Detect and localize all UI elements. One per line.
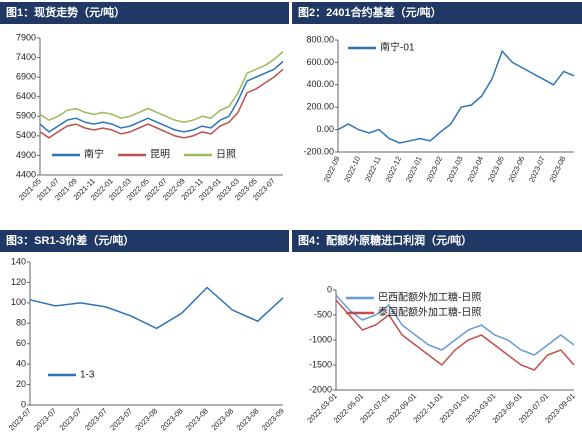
series-line xyxy=(39,51,284,123)
title-bar xyxy=(0,230,289,252)
title-bar xyxy=(292,230,582,252)
y-tick-label: 140 xyxy=(11,256,26,266)
y-tick-label: -2000 xyxy=(309,384,332,394)
series-line xyxy=(335,299,575,371)
x-tick-label: 2023-08 xyxy=(235,406,261,432)
x-tick-label: 2023-07 xyxy=(83,406,109,432)
title-bar xyxy=(0,2,289,24)
x-tick-label: 2023-01 xyxy=(404,155,424,184)
x-tick-label: 2023-07 xyxy=(32,406,58,432)
series-line xyxy=(29,286,284,330)
y-tick-label: 200.00 xyxy=(306,102,334,112)
y-tick-label: 80 xyxy=(16,318,26,328)
y-tick-label: 20 xyxy=(16,379,26,389)
y-tick-label: 6400 xyxy=(16,91,36,101)
y-tick-label: 4900 xyxy=(16,150,36,160)
x-tick-label: 2022-11 xyxy=(363,155,383,183)
chart-title: 图4：配额外原糖进口利润（元/吨） xyxy=(298,233,472,247)
x-tick-label: 2023-08 xyxy=(548,155,568,184)
y-tick-label: 100 xyxy=(11,297,26,307)
x-tick-label: 2023-04 xyxy=(465,155,485,184)
legend-label: 南宁 xyxy=(84,148,104,161)
y-tick-label: 7400 xyxy=(16,52,36,62)
chart-title: 图3：SR1-3价差（元/吨） xyxy=(6,233,134,247)
x-tick-label: 2023-07 xyxy=(7,406,33,432)
x-tick-label: 2023-06 xyxy=(507,155,527,184)
legend-label: 昆明 xyxy=(150,149,170,161)
legend-label: 泰国配额外加工糖-日照 xyxy=(378,306,481,319)
x-tick-label: 2023-07 xyxy=(527,155,547,184)
chart-title: 图2：2401合约基差（元/吨） xyxy=(298,5,442,19)
x-tick-label: 2022-09 xyxy=(322,155,342,184)
x-tick-label: 2023-08 xyxy=(159,406,185,432)
legend-label: 南宁-01 xyxy=(380,41,415,54)
y-tick-label: -500 xyxy=(314,309,332,319)
x-tick-label: 2023-05 xyxy=(486,155,506,184)
y-tick-label: 600.00 xyxy=(306,57,334,67)
x-tick-label: 2023-09 xyxy=(260,406,286,432)
legend-label: 日照 xyxy=(216,149,236,161)
y-tick-label: 5400 xyxy=(16,130,36,140)
y-tick-label: 4400 xyxy=(16,169,36,179)
x-tick-label: 2023-08 xyxy=(133,406,159,432)
y-tick-label: -200.00 xyxy=(303,146,334,156)
x-tick-label: 2023-07 xyxy=(108,406,134,432)
series-line xyxy=(335,294,575,356)
title-bar xyxy=(292,2,582,24)
series-line xyxy=(39,68,284,139)
y-tick-label: 40 xyxy=(16,359,26,369)
y-tick-label: 60 xyxy=(16,338,26,348)
x-tick-label: 2022-12 xyxy=(383,155,403,184)
series-line xyxy=(39,60,284,133)
y-tick-label: 0 xyxy=(327,284,332,294)
x-tick-label: 2023-08 xyxy=(209,406,235,432)
y-tick-label: 0.00 xyxy=(316,124,334,134)
y-tick-label: 800.00 xyxy=(306,34,334,44)
y-tick-label: -1000 xyxy=(309,334,332,344)
y-tick-label: 6900 xyxy=(16,72,36,82)
legend-label: 巴西配额外加工糖-日照 xyxy=(378,291,481,304)
y-tick-label: 400.00 xyxy=(306,79,334,89)
x-tick-label: 2023-02 xyxy=(424,155,444,184)
series-line xyxy=(337,49,575,144)
y-tick-label: 5900 xyxy=(16,111,36,121)
x-tick-label: 2023-03 xyxy=(445,155,465,184)
x-tick-label: 2023-07 xyxy=(58,406,84,432)
y-tick-label: 120 xyxy=(11,277,26,287)
legend-label: 1-3 xyxy=(80,370,95,381)
chart-title: 图1：现货走势（元/吨） xyxy=(6,5,125,19)
y-tick-label: 7900 xyxy=(16,32,36,42)
x-tick-label: 2022-10 xyxy=(342,155,362,184)
y-tick-label: -1500 xyxy=(309,359,332,369)
y-tick-label: 0 xyxy=(21,399,26,409)
x-tick-label: 2023-08 xyxy=(184,406,210,432)
